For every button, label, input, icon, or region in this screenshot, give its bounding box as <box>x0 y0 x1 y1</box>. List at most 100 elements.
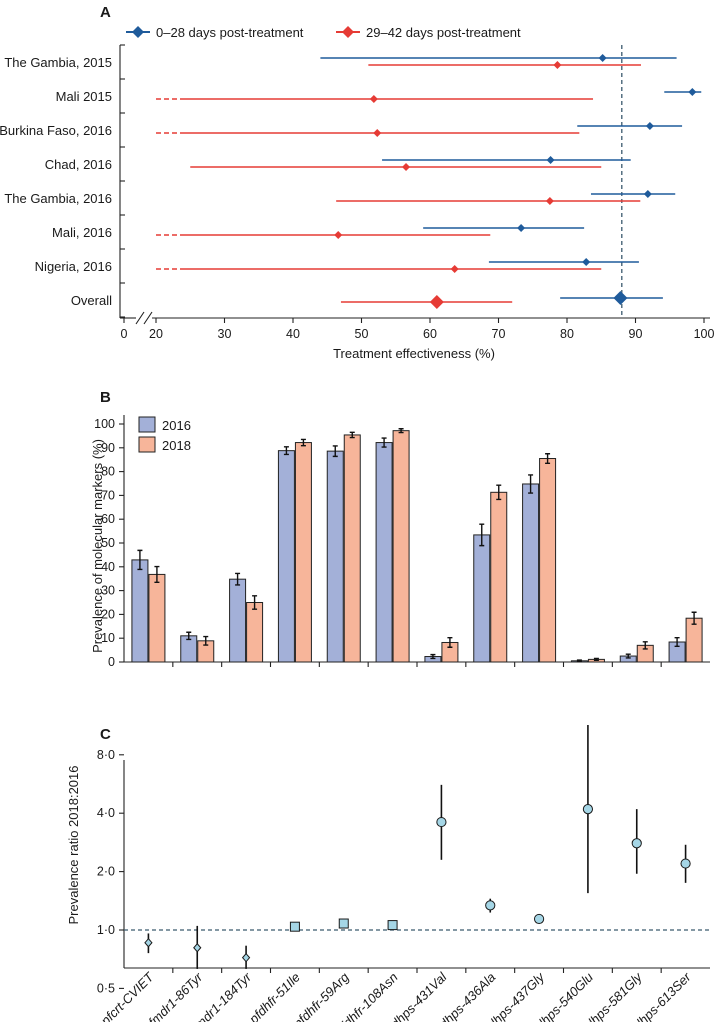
study-label-the-gambia-2016: The Gambia, 2016 <box>4 191 112 206</box>
ratio-point-pfdhps-437gly <box>533 913 545 925</box>
errorbar-2016-pfdhps-540glu <box>576 659 582 663</box>
legend-early-label: 0–28 days post-treatment <box>156 25 304 40</box>
errorbar-2016-pfdhps-431val <box>430 653 436 660</box>
late-estimate-overall <box>429 295 444 309</box>
late-estimate-chad-2016 <box>402 163 411 171</box>
panel-b-y-tick-label: 100 <box>94 417 115 431</box>
ratio-point-pfdhps-431val <box>436 816 447 828</box>
early-estimate-burkina-faso-2016 <box>645 122 654 130</box>
late-estimate-the-gambia-2016 <box>545 197 554 205</box>
bar-2016-pfdhfr-51ile <box>277 450 295 663</box>
panel-a-x-tick-label: 50 <box>355 327 369 341</box>
panel-b-y-tick-label: 40 <box>101 560 115 574</box>
early-estimate-the-gambia-2016 <box>643 190 652 198</box>
legend-2018-swatch <box>138 436 156 453</box>
bar-2018-pfdhfr-59arg <box>343 434 361 663</box>
panel-a-xlabel: Treatment effectiveness (%) <box>333 346 495 361</box>
errorbar-2016-pfdhps-437gly <box>528 474 534 494</box>
errorbar-2016-pfdhfr-59arg <box>332 445 338 458</box>
panel-b-legend: 2016 2018 <box>138 416 191 453</box>
panel-a-x-tick-label: 60 <box>423 327 437 341</box>
study-label-chad-2016: Chad, 2016 <box>45 157 112 172</box>
late-estimate-mali-2015 <box>369 95 378 103</box>
panel-a-x-tick-label: 100 <box>694 327 714 341</box>
early-estimate-overall <box>613 291 628 305</box>
errorbar-2018-pfdhps-437gly <box>545 453 551 464</box>
errorbar-2016-pfdhps-613ser <box>674 637 680 647</box>
legend-early-diamond-icon <box>132 26 144 38</box>
bar-2016-pfmdr1-184tyr <box>229 578 247 663</box>
errorbar-2018-pfdhps-436ala <box>496 484 502 501</box>
panel-b-y-tick-label: 80 <box>101 465 115 479</box>
study-label-the-gambia-2015: The Gambia, 2015 <box>4 55 112 70</box>
panel-b-y-tick-label: 20 <box>101 607 115 621</box>
category-label-pfdhfr-51ile: pfdhfr-51Ile <box>245 970 303 1022</box>
errorbar-2018-pfmdr1-184tyr <box>252 595 258 610</box>
panel-a-x-tick-label: 30 <box>218 327 232 341</box>
panel-a-x-tick-label: 80 <box>560 327 574 341</box>
panel-c-ratio-plot: C 0·51·02·04·08·0pfcrt-CVIETpfmdr1-86Tyr… <box>66 724 710 1022</box>
late-estimate-nigeria-2016 <box>450 265 459 273</box>
bar-2018-pfdhps-437gly <box>539 458 557 663</box>
panel-b-y-tick-label: 10 <box>101 631 115 645</box>
early-estimate-nigeria-2016 <box>582 258 591 266</box>
errorbar-2018-pfdhps-581gly <box>642 641 648 650</box>
study-label-nigeria-2016: Nigeria, 2016 <box>35 259 112 274</box>
panel-b-y-tick-label: 30 <box>101 584 115 598</box>
panel-a-x-tick-label: 90 <box>629 327 643 341</box>
panel-c-y-tick-label: 0·5 <box>97 981 115 995</box>
panel-b-ylabel: Prevalence of molecular markers (%) <box>90 439 105 653</box>
ratio-point-pfmdr1-86tyr <box>193 942 202 953</box>
ratio-point-pfdhps-613ser <box>680 858 691 869</box>
panel-b-y-tick-label: 60 <box>101 512 115 526</box>
ratio-point-pfdhfr-51ile <box>289 921 300 932</box>
panel-c-y-tick-label: 1·0 <box>97 923 115 937</box>
bar-2018-pfdhfr-108asn <box>392 430 410 663</box>
errorbar-2018-pfcrt-cviet <box>154 565 160 583</box>
legend-late-diamond-icon <box>342 26 354 38</box>
ratio-point-pfmdr1-184tyr <box>241 952 251 963</box>
errorbar-2016-pfdhfr-108asn <box>381 437 387 448</box>
errorbar-2016-pfmdr1-86tyr <box>186 631 192 641</box>
panel-a-forest-plot: A 0–28 days post-treatment 29–42 days po… <box>0 4 714 361</box>
errorbar-2018-pfdhfr-51ile <box>300 438 306 447</box>
early-estimate-the-gambia-2015 <box>598 54 607 62</box>
late-estimate-the-gambia-2015 <box>553 61 562 69</box>
legend-2018-label: 2018 <box>162 438 191 453</box>
study-label-burkina-faso-2016: Burkina Faso, 2016 <box>0 123 112 138</box>
axis-break-mark <box>135 311 145 325</box>
panel-a-x-tick-label: 70 <box>492 327 506 341</box>
panel-a-letter: A <box>100 4 111 21</box>
legend-late-label: 29–42 days post-treatment <box>366 25 521 40</box>
panel-c-letter: C <box>100 726 111 743</box>
bar-2018-pfmdr1-184tyr <box>246 602 264 663</box>
bar-2018-pfdhps-436ala <box>490 491 508 663</box>
early-estimate-mali-2015 <box>688 88 697 96</box>
ratio-point-pfdhps-581gly <box>631 838 642 849</box>
early-estimate-mali-2016 <box>517 224 526 232</box>
errorbar-2016-pfdhfr-51ile <box>283 446 289 456</box>
bar-2016-pfdhps-436ala <box>473 534 491 663</box>
errorbar-2016-pfdhps-581gly <box>625 653 631 659</box>
errorbar-2018-pfdhfr-108asn <box>398 428 404 434</box>
errorbar-2018-pfmdr1-86tyr <box>203 635 209 646</box>
panel-b-letter: B <box>100 389 111 406</box>
panel-b-y-tick-label: 0 <box>108 655 115 669</box>
early-estimate-chad-2016 <box>546 156 555 164</box>
ratio-point-pfdhps-436ala <box>485 900 496 911</box>
panel-c-ylabel: Prevalence ratio 2018:2016 <box>66 765 81 924</box>
bar-2018-pfcrt-cviet <box>148 573 166 663</box>
errorbar-2016-pfdhps-436ala <box>479 523 485 547</box>
errorbar-2018-pfdhps-540glu <box>593 657 599 662</box>
errorbar-2018-pfdhfr-59arg <box>349 431 355 439</box>
errorbar-2016-pfmdr1-184tyr <box>235 572 241 586</box>
panel-c-y-tick-label: 8·0 <box>97 748 115 762</box>
bar-2016-pfdhps-437gly <box>522 483 540 663</box>
axis-break-mark <box>143 311 153 325</box>
study-label-mali-2015: Mali 2015 <box>56 89 112 104</box>
panel-b-y-tick-label: 70 <box>101 488 115 502</box>
ratio-point-pfdhps-540glu <box>582 803 594 815</box>
panel-a-x-tick-label: 0 <box>121 327 128 341</box>
study-label-overall: Overall <box>71 293 112 308</box>
